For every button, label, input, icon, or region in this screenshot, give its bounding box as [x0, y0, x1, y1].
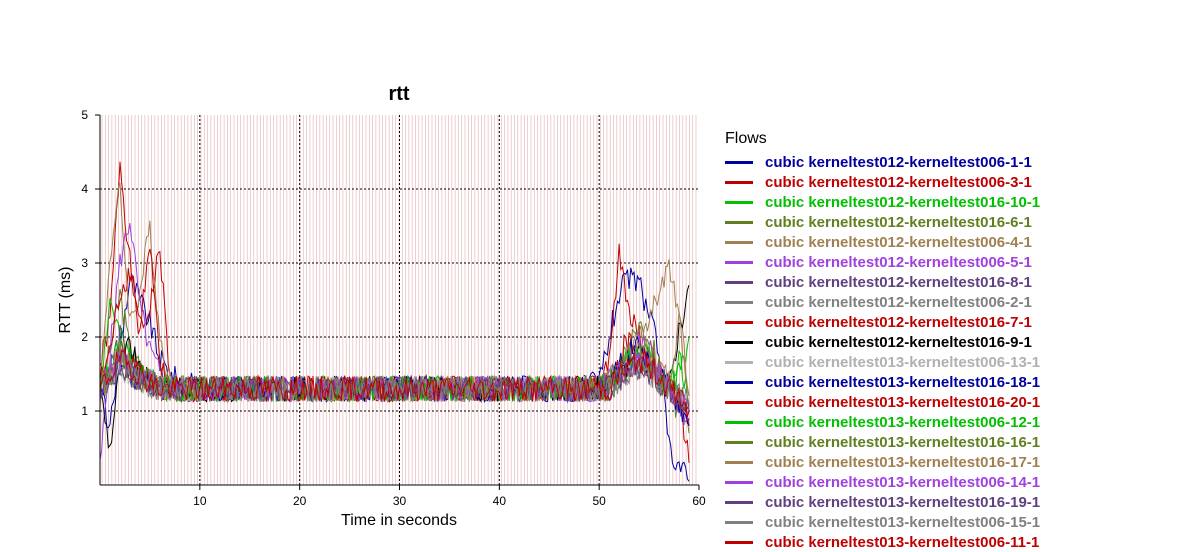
legend-label: cubic kerneltest013-kerneltest016-18-1: [765, 373, 1041, 391]
legend-swatch: [725, 400, 753, 404]
series-line: [99, 267, 690, 482]
x-tick-label: 20: [293, 494, 307, 508]
chart-title: rtt: [388, 83, 409, 105]
legend-item: cubic kerneltest012-kerneltest006-4-1: [725, 232, 1040, 252]
legend-swatch: [725, 520, 753, 524]
legend-label: cubic kerneltest012-kerneltest006-3-1: [765, 173, 1032, 191]
legend-swatch: [725, 440, 753, 444]
background-stripes: [101, 115, 697, 485]
x-tick-label: 10: [193, 494, 207, 508]
grid: [100, 115, 699, 485]
series-line: [99, 289, 690, 434]
legend-label: cubic kerneltest012-kerneltest016-7-1: [765, 313, 1032, 331]
legend: cubic kerneltest012-kerneltest006-1-1 cub…: [725, 152, 1040, 552]
legend-swatch: [725, 260, 753, 264]
legend-label: cubic kerneltest013-kerneltest006-11-1: [765, 533, 1040, 551]
legend-item: cubic kerneltest013-kerneltest016-16-1: [725, 432, 1040, 452]
legend-label: cubic kerneltest012-kerneltest006-2-1: [765, 293, 1032, 311]
series-line: [99, 285, 690, 449]
legend-item: cubic kerneltest012-kerneltest006-1-1: [725, 152, 1040, 172]
x-tick-label: 30: [393, 494, 407, 508]
legend-swatch: [725, 280, 753, 284]
legend-swatch: [725, 460, 753, 464]
legend-swatch: [725, 200, 753, 204]
legend-item: cubic kerneltest012-kerneltest016-10-1: [725, 192, 1040, 212]
legend-swatch: [725, 420, 753, 424]
legend-item: cubic kerneltest013-kerneltest006-12-1: [725, 412, 1040, 432]
legend-swatch: [725, 160, 753, 164]
legend-label: cubic kerneltest013-kerneltest016-16-1: [765, 433, 1041, 451]
legend-label: cubic kerneltest013-kerneltest016-20-1: [765, 393, 1041, 411]
series-layer: [99, 161, 690, 482]
legend-label: cubic kerneltest013-kerneltest006-15-1: [765, 513, 1041, 531]
y-tick-label: 1: [81, 404, 88, 418]
x-axis-label: Time in seconds: [341, 512, 457, 529]
series-line: [99, 182, 690, 408]
legend-swatch: [725, 540, 753, 544]
legend-item: cubic kerneltest013-kerneltest016-17-1: [725, 452, 1040, 472]
legend-swatch: [725, 240, 753, 244]
legend-swatch: [725, 320, 753, 324]
legend-swatch: [725, 360, 753, 364]
legend-label: cubic kerneltest013-kerneltest006-14-1: [765, 473, 1041, 491]
legend-label: cubic kerneltest012-kerneltest006-1-1: [765, 153, 1032, 171]
legend-item: cubic kerneltest012-kerneltest006-2-1: [725, 292, 1040, 312]
legend-item: cubic kerneltest013-kerneltest016-19-1: [725, 492, 1040, 512]
legend-swatch: [725, 380, 753, 384]
y-tick-label: 3: [81, 256, 88, 270]
legend-item: cubic kerneltest012-kerneltest006-3-1: [725, 172, 1040, 192]
legend-swatch: [725, 480, 753, 484]
legend-swatch: [725, 300, 753, 304]
legend-item: cubic kerneltest013-kerneltest006-11-1: [725, 532, 1040, 552]
legend-item: cubic kerneltest012-kerneltest006-5-1: [725, 252, 1040, 272]
legend-item: cubic kerneltest013-kerneltest016-20-1: [725, 392, 1040, 412]
legend-label: cubic kerneltest013-kerneltest016-19-1: [765, 493, 1041, 511]
legend-item: cubic kerneltest013-kerneltest006-15-1: [725, 512, 1040, 532]
y-tick-label: 2: [81, 330, 88, 344]
legend-label: cubic kerneltest013-kerneltest016-17-1: [765, 453, 1041, 471]
series-line: [99, 348, 690, 418]
legend-label: cubic kerneltest012-kerneltest016-6-1: [765, 213, 1032, 231]
legend-label: cubic kerneltest012-kerneltest016-10-1: [765, 193, 1041, 211]
legend-item: cubic kerneltest013-kerneltest016-18-1: [725, 372, 1040, 392]
tick-labels: 10 20 30 40 50 60 1 2 3 4 5: [81, 108, 706, 508]
y-axis-label: RTT (ms): [57, 267, 74, 334]
legend-item: cubic kerneltest012-kerneltest016-9-1: [725, 332, 1040, 352]
legend-swatch: [725, 500, 753, 504]
legend-title: Flows: [725, 130, 767, 147]
legend-label: cubic kerneltest012-kerneltest006-5-1: [765, 253, 1032, 271]
series-line: [99, 223, 690, 461]
x-tick-label: 60: [692, 494, 706, 508]
series-line: [99, 161, 690, 463]
x-tick-label: 40: [493, 494, 507, 508]
legend-swatch: [725, 340, 753, 344]
legend-item: cubic kerneltest013-kerneltest006-13-1: [725, 352, 1040, 372]
legend-swatch: [725, 180, 753, 184]
x-tick-label: 50: [592, 494, 606, 508]
y-tick-label: 4: [81, 182, 88, 196]
legend-item: cubic kerneltest012-kerneltest016-8-1: [725, 272, 1040, 292]
legend-label: cubic kerneltest012-kerneltest006-4-1: [765, 233, 1032, 251]
legend-label: cubic kerneltest012-kerneltest016-9-1: [765, 333, 1032, 351]
legend-item: cubic kerneltest013-kerneltest006-14-1: [725, 472, 1040, 492]
y-tick-label: 5: [81, 108, 88, 122]
legend-item: cubic kerneltest012-kerneltest016-6-1: [725, 212, 1040, 232]
legend-label: cubic kerneltest012-kerneltest016-8-1: [765, 273, 1032, 291]
legend-label: cubic kerneltest013-kerneltest006-13-1: [765, 353, 1041, 371]
legend-item: cubic kerneltest012-kerneltest016-7-1: [725, 312, 1040, 332]
legend-label: cubic kerneltest013-kerneltest006-12-1: [765, 413, 1041, 431]
legend-swatch: [725, 220, 753, 224]
